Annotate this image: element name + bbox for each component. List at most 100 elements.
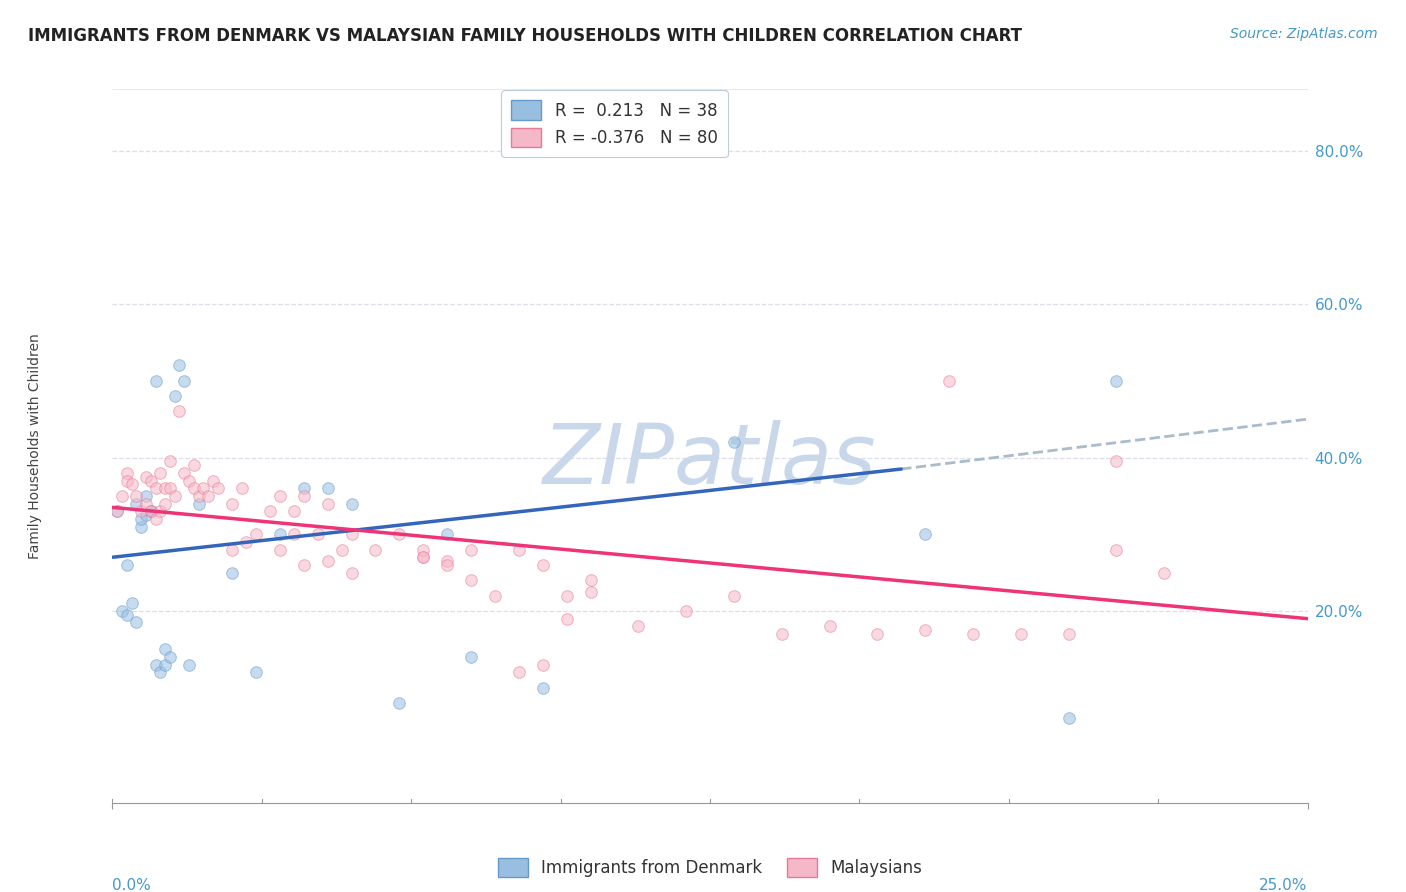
Point (1057, 627, 1080, 641)
Point (145, 481, 167, 495)
Text: 25.0%: 25.0% (1260, 878, 1308, 892)
Point (292, 558, 315, 572)
Point (235, 535, 257, 549)
Point (627, 619, 650, 633)
Point (135, 469, 157, 483)
Point (555, 612, 578, 626)
Point (129, 504, 152, 518)
Point (484, 589, 506, 603)
Point (115, 607, 138, 622)
Point (153, 497, 176, 511)
Point (436, 527, 458, 541)
Point (1105, 374, 1128, 388)
Point (149, 665, 172, 680)
Point (962, 627, 984, 641)
Point (125, 497, 148, 511)
Point (316, 497, 339, 511)
Point (163, 489, 186, 503)
Point (139, 504, 162, 518)
Point (231, 481, 253, 495)
Point (292, 481, 315, 495)
Point (153, 642, 176, 657)
Point (187, 489, 209, 503)
Point (412, 542, 434, 557)
Text: ZIPatlas: ZIPatlas (543, 420, 877, 500)
Point (307, 527, 329, 541)
Point (723, 435, 745, 450)
Point (579, 584, 602, 599)
Point (269, 489, 291, 503)
Point (269, 542, 291, 557)
Point (115, 466, 138, 480)
Point (723, 589, 745, 603)
Point (129, 519, 152, 533)
Point (197, 489, 219, 503)
Point (221, 566, 243, 580)
Point (177, 657, 200, 672)
Text: IMMIGRANTS FROM DENMARK VS MALAYSIAN FAMILY HOUSEHOLDS WITH CHILDREN CORRELATION: IMMIGRANTS FROM DENMARK VS MALAYSIAN FAM… (28, 27, 1022, 45)
Point (866, 627, 889, 641)
Point (555, 589, 578, 603)
Point (531, 681, 554, 695)
Point (292, 489, 315, 503)
Point (139, 474, 162, 488)
Point (187, 497, 209, 511)
Point (201, 474, 224, 488)
Point (135, 489, 157, 503)
Point (330, 542, 353, 557)
Point (149, 504, 172, 518)
Point (135, 508, 157, 522)
Point (169, 359, 191, 373)
Point (1105, 454, 1128, 468)
Point (115, 558, 138, 572)
Point (579, 574, 602, 588)
Point (340, 566, 363, 580)
Point (193, 481, 215, 495)
Point (207, 481, 229, 495)
Point (412, 550, 434, 565)
Point (245, 527, 267, 541)
Point (177, 474, 200, 488)
Point (111, 489, 134, 503)
Point (259, 504, 281, 518)
Point (1105, 542, 1128, 557)
Point (115, 474, 138, 488)
Point (675, 604, 697, 618)
Point (135, 497, 157, 511)
Point (173, 466, 195, 480)
Point (125, 489, 148, 503)
Point (163, 389, 186, 403)
Point (121, 477, 143, 491)
Point (153, 481, 176, 495)
Point (139, 504, 162, 518)
Point (316, 554, 339, 568)
Point (412, 550, 434, 565)
Point (770, 627, 793, 641)
Point (145, 512, 167, 526)
Point (508, 665, 530, 680)
Point (460, 542, 482, 557)
Point (153, 657, 176, 672)
Point (183, 481, 205, 495)
Point (340, 527, 363, 541)
Point (221, 497, 243, 511)
Point (269, 527, 291, 541)
Point (531, 558, 554, 572)
Text: Family Households with Children: Family Households with Children (28, 333, 42, 559)
Point (508, 542, 530, 557)
Point (914, 623, 936, 637)
Point (145, 657, 167, 672)
Point (388, 696, 411, 710)
Point (460, 650, 482, 665)
Point (436, 554, 458, 568)
Point (105, 504, 128, 518)
Point (531, 657, 554, 672)
Point (316, 481, 339, 495)
Point (129, 512, 152, 526)
Legend: Immigrants from Denmark, Malaysians: Immigrants from Denmark, Malaysians (488, 848, 932, 888)
Point (221, 542, 243, 557)
Point (340, 497, 363, 511)
Point (149, 466, 172, 480)
Point (914, 527, 936, 541)
Point (145, 374, 167, 388)
